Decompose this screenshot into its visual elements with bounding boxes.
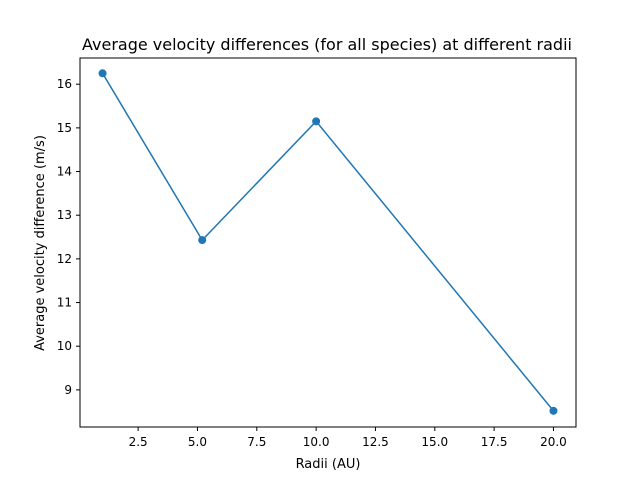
data-point (549, 406, 558, 415)
x-tick-label: 20.0 (540, 435, 567, 449)
x-tick-label: 7.5 (247, 435, 266, 449)
series-layer (98, 69, 558, 415)
x-tick-label: 5.0 (188, 435, 207, 449)
x-axis-label: Radii (AU) (296, 457, 361, 472)
x-axis-ticks: 2.5 5.0 7.5 10.0 12.5 15.0 17.5 20.0 (129, 427, 567, 449)
data-point (198, 236, 207, 245)
y-axis-ticks: 9 10 11 12 13 14 15 16 (57, 77, 80, 397)
y-tick-label: 9 (64, 383, 72, 397)
series-line (101, 72, 555, 412)
chart-title: Average velocity differences (for all sp… (82, 35, 572, 54)
y-tick-label: 16 (57, 77, 72, 91)
x-tick-label: 15.0 (421, 435, 448, 449)
data-point (98, 69, 107, 78)
y-tick-label: 15 (57, 121, 72, 135)
x-tick-label: 17.5 (481, 435, 508, 449)
x-tick-label: 2.5 (129, 435, 148, 449)
y-tick-label: 11 (57, 296, 72, 310)
data-point (312, 117, 321, 126)
x-tick-label: 12.5 (362, 435, 389, 449)
y-tick-label: 14 (57, 165, 72, 179)
x-tick-label: 10.0 (303, 435, 330, 449)
plot-frame (79, 57, 577, 428)
y-axis-label: Average velocity difference (m/s) (33, 135, 48, 351)
y-tick-label: 10 (57, 339, 72, 353)
y-tick-label: 13 (57, 208, 72, 222)
y-tick-label: 12 (57, 252, 72, 266)
